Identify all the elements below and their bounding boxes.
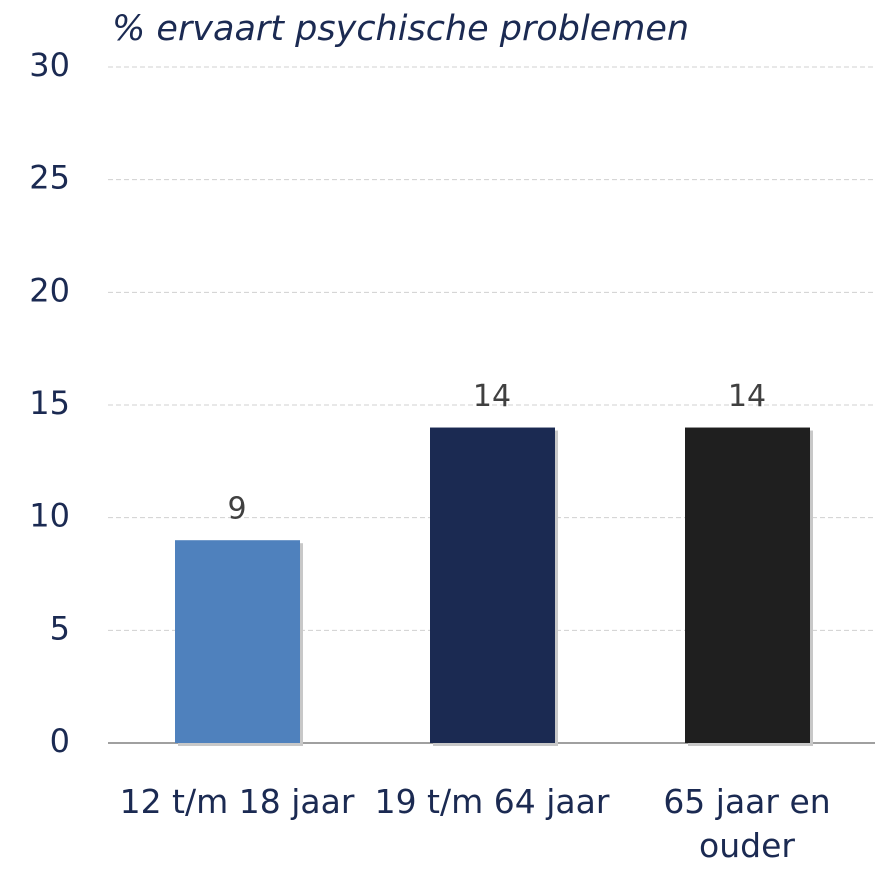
x-tick-label: 12 t/m 18 jaar: [119, 782, 355, 821]
x-tick-label: 65 jaar en ouder: [663, 782, 831, 865]
chart-title: % ervaart psychische problemen: [112, 9, 689, 49]
y-tick-label: 25: [29, 159, 70, 197]
bar: [175, 540, 300, 743]
y-tick-label: 5: [50, 609, 70, 647]
x-tick-label: 19 t/m 64 jaar: [374, 782, 610, 821]
bar: [685, 427, 810, 743]
y-tick-label: 20: [29, 271, 70, 309]
value-label: 14: [473, 379, 511, 414]
y-tick-label: 0: [50, 722, 70, 760]
value-label: 14: [728, 379, 766, 414]
y-tick-label: 30: [29, 46, 70, 84]
y-tick-label: 15: [29, 384, 70, 422]
value-label: 9: [227, 492, 246, 527]
bar: [430, 427, 555, 743]
y-tick-label: 10: [29, 497, 70, 535]
